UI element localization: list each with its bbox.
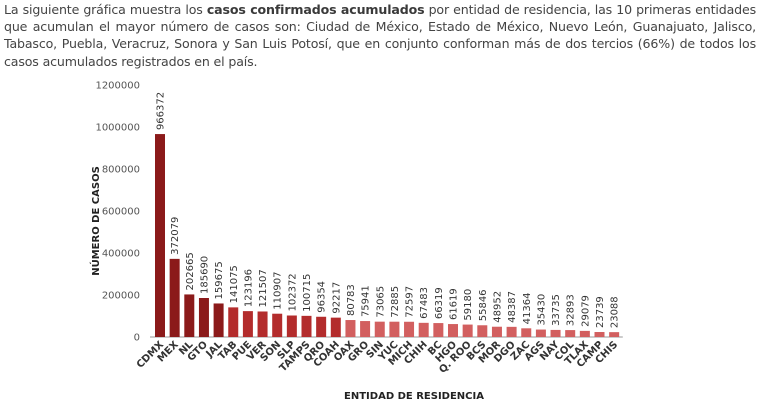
data-label: 48952 (492, 291, 503, 323)
intro-text-end: por entidad de residencia, las 10 primer… (4, 2, 757, 69)
bar (418, 322, 429, 337)
data-label: 32893 (566, 294, 577, 326)
data-label: 29079 (580, 295, 591, 327)
y-tick-label: 600000 (102, 207, 140, 218)
bar (213, 303, 224, 337)
bar (448, 324, 458, 337)
intro-paragraph: La siguiente gráfica muestra los casos c… (4, 1, 756, 70)
data-label: 23088 (610, 296, 621, 328)
data-label: 202665 (185, 252, 196, 290)
bar (242, 311, 253, 337)
bar (272, 313, 283, 337)
bar (257, 311, 268, 337)
y-tick-label: 0 (134, 333, 140, 344)
data-labels-group: 966372 372079 202665 185690 159675 141075 1231… (156, 92, 621, 328)
category-labels-group: CDMXMEXNLGTOJALTABPUEVERSONSLPTAMPSQROCO… (135, 339, 620, 376)
data-label: 72597 (405, 286, 416, 318)
bars-group (155, 134, 620, 337)
bar (155, 134, 165, 337)
bar (374, 321, 385, 337)
bar (609, 332, 620, 337)
data-label: 96354 (317, 281, 328, 313)
data-label: 110907 (273, 272, 284, 310)
bar (535, 329, 546, 337)
bar (565, 330, 576, 337)
bar (301, 315, 312, 337)
data-label: 23739 (595, 296, 606, 328)
data-label: 41364 (522, 293, 533, 325)
bar (404, 321, 415, 337)
bar (360, 321, 371, 337)
y-tick-label: 200000 (102, 291, 140, 302)
intro-text-start: La siguiente gráfica muestra los (4, 2, 207, 17)
data-label: 141075 (229, 265, 240, 303)
data-label: 185690 (199, 256, 210, 294)
bar (550, 329, 561, 337)
data-label: 61619 (449, 288, 460, 320)
bar (345, 320, 356, 337)
data-label: 35430 (536, 294, 547, 326)
bar (184, 294, 195, 337)
data-label: 92217 (331, 282, 342, 314)
data-label: 100715 (302, 274, 313, 312)
y-tick-label: 400000 (102, 249, 140, 260)
bar (169, 258, 180, 337)
data-label: 59180 (463, 289, 474, 321)
bar (594, 332, 605, 337)
bar (330, 317, 341, 337)
data-label: 48387 (507, 291, 518, 323)
bar (521, 328, 532, 337)
bar (198, 298, 209, 337)
data-label: 159675 (214, 261, 225, 299)
data-label: 123196 (243, 269, 254, 307)
x-axis-title: ENTIDAD DE RESIDENCIA (344, 391, 484, 402)
data-label: 55846 (478, 289, 489, 321)
data-label: 33735 (551, 294, 562, 326)
bar (462, 324, 473, 337)
y-axis-title: NÚMERO DE CASOS (89, 166, 102, 276)
y-tick-label: 1200000 (95, 81, 140, 92)
intro-bold-phrase: casos confirmados acumulados (206, 2, 425, 17)
bar (286, 315, 297, 337)
y-tick-label: 1000000 (95, 123, 140, 134)
y-tick-label: 800000 (102, 165, 140, 176)
bar (433, 323, 444, 337)
data-label: 75941 (361, 285, 372, 317)
data-label: 80783 (346, 284, 357, 316)
data-label: 966372 (156, 92, 167, 130)
bar (491, 326, 502, 337)
data-label: 372079 (170, 217, 181, 255)
bar (579, 330, 590, 337)
data-label: 102372 (287, 273, 298, 311)
bar (228, 307, 239, 337)
data-label: 66319 (434, 287, 445, 319)
data-label: 121507 (258, 269, 269, 307)
data-label: 72885 (390, 286, 401, 318)
data-label: 67483 (419, 287, 430, 319)
bar (506, 326, 517, 337)
data-label: 73065 (375, 286, 386, 318)
bar (389, 321, 400, 337)
bar (316, 316, 327, 337)
bar (477, 325, 488, 337)
